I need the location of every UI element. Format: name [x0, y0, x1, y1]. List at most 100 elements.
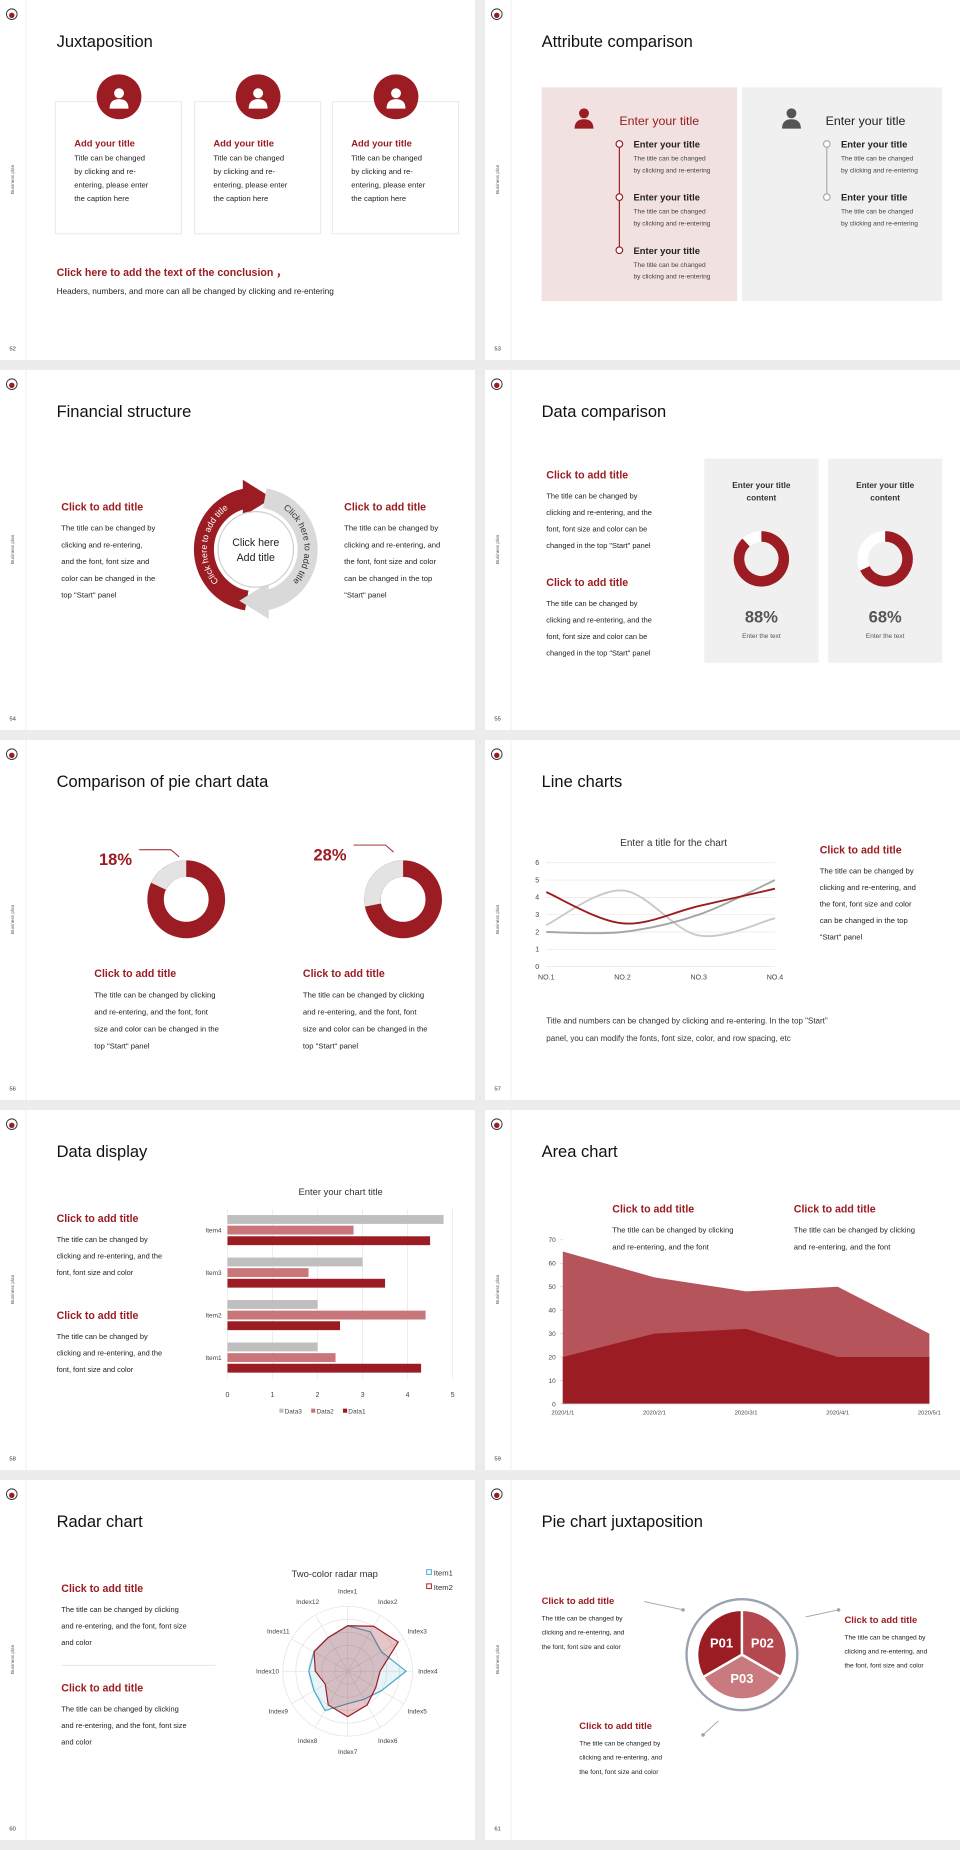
x-tick-label: 2020/5/1	[918, 1411, 941, 1417]
x-tick-label: 5	[451, 1392, 455, 1399]
block-title: Click to add title	[61, 501, 143, 513]
body-text: font, font size and color can be	[546, 525, 647, 534]
slide: Business plan 54 Financial structure Click …	[0, 370, 475, 730]
block-title: Click to add title	[57, 1213, 139, 1225]
logo-mark	[9, 1492, 15, 1499]
x-tick-label: NO.2	[614, 975, 631, 982]
timeline-dot	[822, 140, 831, 148]
bar	[227, 1353, 336, 1362]
timeline-dot	[615, 193, 624, 202]
logo-mark	[494, 382, 500, 389]
line	[545, 889, 776, 938]
logo-mark	[9, 752, 15, 759]
panel-heading: Enter your title	[619, 114, 699, 128]
bar	[227, 1215, 444, 1224]
y-tick-label: 0	[552, 1401, 556, 1408]
legend-swatch	[426, 1583, 432, 1590]
axis-label: Index8	[298, 1738, 318, 1745]
block-title: Click to add title	[57, 1310, 139, 1322]
y-tick-label: 40	[549, 1308, 557, 1315]
body-text: and re-entering, and the font	[612, 1242, 709, 1251]
body-text: The title can be changed by	[57, 1332, 148, 1341]
y-tick-label: 4	[535, 895, 539, 902]
x-tick-label: 3	[361, 1392, 365, 1399]
y-tick-label: 10	[549, 1378, 557, 1385]
value-label: 28%	[314, 846, 347, 864]
axis-label: Index4	[418, 1669, 438, 1676]
panel-heading: Enter your title	[826, 114, 906, 128]
connector-dot	[836, 1608, 841, 1612]
body-text: clicking and re-entering, and	[820, 883, 916, 892]
page-number: 56	[9, 1087, 16, 1093]
panel	[541, 87, 738, 301]
body-text: The title can be changed by	[546, 492, 637, 501]
body-text: the caption here	[74, 194, 129, 203]
body-text: can be changed in the top	[344, 574, 432, 583]
card	[704, 458, 819, 663]
block-title: Click to add title	[61, 1583, 143, 1595]
y-tick-label: 0	[535, 964, 539, 971]
bar	[227, 1363, 422, 1373]
block-title: Click to add title	[794, 1204, 876, 1216]
page-number: 61	[494, 1827, 501, 1833]
body-text: font, font size and color can be	[546, 632, 647, 641]
y-tick-label: 20	[549, 1354, 557, 1361]
slide-background	[0, 740, 475, 1100]
body-text: by clicking and re-entering	[634, 220, 711, 227]
body-text: changed in the top "Start" panel	[546, 541, 651, 550]
page-number: 58	[9, 1457, 16, 1463]
body-text: font, font size and color	[57, 1365, 134, 1374]
donut-value	[151, 860, 187, 891]
body-text: clicking and re-entering,	[61, 540, 142, 549]
card-title: Add your title	[351, 137, 412, 148]
body-text: The title can be changed by clicking	[61, 1704, 179, 1713]
body-text: The title can be changed by clicking	[61, 1605, 179, 1614]
slide: Business plan 58 Data display Click to add …	[0, 1110, 475, 1470]
y-tick-label: 6	[535, 860, 539, 867]
area	[562, 1328, 930, 1404]
axis-label: Index6	[378, 1738, 398, 1745]
donut-value	[364, 860, 404, 907]
side-label: Business plan	[495, 164, 500, 194]
side-label: Business plan	[495, 904, 500, 934]
bar	[227, 1257, 363, 1267]
body-text: content	[747, 493, 777, 502]
logo-mark	[9, 382, 15, 389]
axis-label: Index12	[296, 1599, 319, 1606]
body-text: by clicking and re-entering	[841, 220, 918, 227]
page-number: 52	[9, 347, 16, 353]
outer-ring	[685, 1598, 799, 1712]
slide-background	[0, 1480, 475, 1840]
side-label: Business plan	[10, 1274, 15, 1304]
value-label: 88%	[745, 609, 778, 627]
ring-arrow	[242, 479, 273, 517]
body-text: the caption here	[351, 194, 406, 203]
bar	[227, 1225, 354, 1235]
card	[827, 458, 943, 663]
body-text: The title can be changed	[841, 156, 913, 163]
pie-segment	[701, 1653, 783, 1701]
body-text: entering, please enter	[213, 181, 287, 190]
y-tick-label: Item3	[205, 1270, 222, 1277]
body-text: by clicking and re-	[74, 167, 136, 176]
body-text: clicking and re-entering, and the	[546, 508, 652, 517]
icon-head	[579, 108, 589, 119]
line	[545, 887, 776, 925]
radar-spoke	[347, 1638, 405, 1672]
y-tick-label: Item1	[205, 1355, 222, 1362]
connector-dot	[681, 1608, 685, 1612]
body-text: and re-entering, and the font, font	[94, 1007, 208, 1016]
card-title: Add your title	[213, 137, 274, 148]
body-text: and re-entering, and the font, font size	[61, 1622, 186, 1631]
slide: Business plan 60 Radar chart Click to add t…	[0, 1480, 475, 1840]
x-tick-label: 2020/2/1	[643, 1411, 666, 1417]
block-title: Click to add title	[546, 470, 628, 482]
radar-spoke	[291, 1638, 348, 1672]
caption: Enter the text	[866, 633, 905, 640]
y-tick-label: 60	[549, 1261, 557, 1268]
page-number: 60	[9, 1827, 16, 1833]
body-text: the caption here	[213, 194, 268, 203]
item-title: Enter your title	[841, 192, 907, 203]
body-text: The title can be changed by clicking	[794, 1226, 915, 1235]
leader-line	[139, 849, 180, 858]
